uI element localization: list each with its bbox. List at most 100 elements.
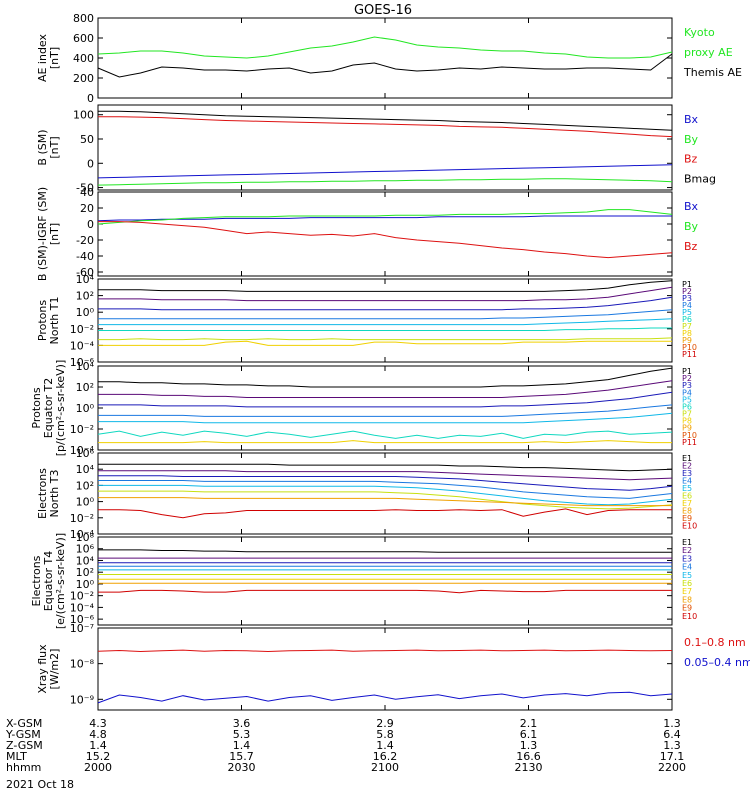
y-tick-label: 10⁻² xyxy=(70,512,94,525)
legend-entry: 0.05–0.4 nm xyxy=(684,656,750,669)
x-row-value: 3.6 xyxy=(233,717,251,730)
legend-entry: By xyxy=(684,220,699,233)
y-axis-label: [nT] xyxy=(48,223,61,245)
y-axis-label: [nT] xyxy=(48,47,61,69)
y-tick-label: 10² xyxy=(76,479,94,492)
series-line-0 xyxy=(98,110,673,131)
series-line-2 xyxy=(97,164,673,179)
legend-entry: P10 xyxy=(682,343,697,352)
y-tick-label: 50 xyxy=(80,133,94,146)
x-row-value: 1.4 xyxy=(233,739,251,752)
panel-ae: 800 600 400 200 0 AE index [nT] Kyoto proxy AE Th… xyxy=(36,12,742,105)
legend-entry: E5 xyxy=(682,571,692,580)
legend-entry: E2 xyxy=(682,462,692,471)
y-axis-label: North T1 xyxy=(48,297,61,345)
panel-frame xyxy=(97,104,673,191)
y-axis-label: Protons xyxy=(30,387,43,428)
y-tick-label: 10⁰ xyxy=(76,306,95,319)
series-line-4 xyxy=(98,318,673,326)
x-row-value: 4.3 xyxy=(89,717,107,730)
series-line-3 xyxy=(97,178,673,186)
series-line-1 xyxy=(98,286,673,302)
y-axis-label: Equator T2 xyxy=(42,378,55,438)
series-line-0 xyxy=(98,463,673,472)
series-line-0 xyxy=(97,36,673,59)
x-row-value: 2.1 xyxy=(520,717,538,730)
legend-entry: proxy AE xyxy=(684,46,733,59)
y-axis-label: Equator T4 xyxy=(42,551,55,611)
y-tick-label: 20 xyxy=(80,202,94,215)
legend-entry: E6 xyxy=(682,579,692,588)
y-tick-label: 10⁰ xyxy=(76,578,95,591)
series-line-5 xyxy=(98,490,673,510)
series-line-1 xyxy=(97,53,673,78)
legend-entry: E7 xyxy=(682,499,692,508)
legend-entry: P5 xyxy=(682,308,692,317)
figure-title: GOES-16 xyxy=(354,3,412,18)
x-row-value: 2200 xyxy=(658,761,686,774)
x-row-label: Y-GSM xyxy=(5,728,41,741)
legend-entry: E5 xyxy=(682,484,692,493)
y-tick-label: 10⁻² xyxy=(70,423,94,436)
x-row-value: 6.1 xyxy=(520,728,538,741)
series-line-2 xyxy=(98,296,673,311)
y-tick-label: 10⁻⁹ xyxy=(70,693,94,706)
panel-frame xyxy=(97,627,673,711)
legend-entry: E1 xyxy=(682,538,692,547)
x-row-value: 2000 xyxy=(84,761,112,774)
x-row-value: 2130 xyxy=(515,761,543,774)
series-line-6 xyxy=(98,337,673,341)
x-row-value: 1.3 xyxy=(520,739,538,752)
series-line-3 xyxy=(98,309,673,320)
legend-entry: E6 xyxy=(682,492,692,501)
series-line-0 xyxy=(98,280,673,292)
series-line-3 xyxy=(98,404,673,417)
y-axis-label: B (SM)-IGRF (SM) xyxy=(36,187,49,281)
y-tick-label: 40 xyxy=(80,186,94,199)
legend-entry: Bz xyxy=(684,153,698,166)
y-tick-label: 0 xyxy=(87,92,94,105)
series-line-0 xyxy=(97,649,673,653)
series-line-2 xyxy=(98,475,673,491)
legend-entry: E9 xyxy=(682,604,692,613)
legend-entry: P1 xyxy=(682,367,692,376)
legend-entry: P10 xyxy=(682,431,697,440)
series-line-7 xyxy=(98,340,672,346)
legend-entry: E2 xyxy=(682,546,692,555)
y-tick-label: 0 xyxy=(87,157,94,170)
panel-frame xyxy=(97,17,673,99)
y-tick-label: 10⁶ xyxy=(76,543,95,556)
legend-entry: E3 xyxy=(682,554,692,563)
y-tick-label: 10² xyxy=(76,290,94,303)
series-line-1 xyxy=(98,380,673,398)
y-tick-label: 10⁶ xyxy=(76,447,95,460)
legend-entry: P2 xyxy=(682,374,692,383)
legend-entry: P6 xyxy=(682,315,692,324)
x-row-value: 15.2 xyxy=(86,750,111,763)
y-tick-label: 10⁻⁴ xyxy=(70,444,95,457)
y-tick-label: 10⁴ xyxy=(76,463,95,476)
legend-entry: E10 xyxy=(682,612,697,621)
y-axis-label: [e/(cm²-s-sr-keV)] xyxy=(54,533,67,629)
series-line-3 xyxy=(98,480,673,499)
legend-entry: E9 xyxy=(682,514,692,523)
y-tick-label: 10⁻² xyxy=(70,323,94,336)
x-row-value: 1.4 xyxy=(376,739,394,752)
legend-entry: P1 xyxy=(682,280,692,289)
y-tick-label: 10⁴ xyxy=(76,554,95,567)
legend-entry: P4 xyxy=(682,301,692,310)
legend-entry: Themis AE xyxy=(683,66,742,79)
y-tick-label: 10⁻⁷ xyxy=(70,622,94,635)
legend-entry: 0.1–0.8 nm xyxy=(684,636,746,649)
y-tick-label: 10² xyxy=(76,381,94,394)
date-label: 2021 Oct 18 xyxy=(6,778,74,791)
y-tick-label: 600 xyxy=(73,32,94,45)
y-tick-label: 10² xyxy=(76,566,94,579)
y-axis-label: Xray flux xyxy=(36,644,49,694)
legend-entry: By xyxy=(684,133,699,146)
legend-entry: Bmag xyxy=(684,172,716,185)
legend-entry: E4 xyxy=(682,563,692,572)
legend-entry: P9 xyxy=(682,336,692,345)
